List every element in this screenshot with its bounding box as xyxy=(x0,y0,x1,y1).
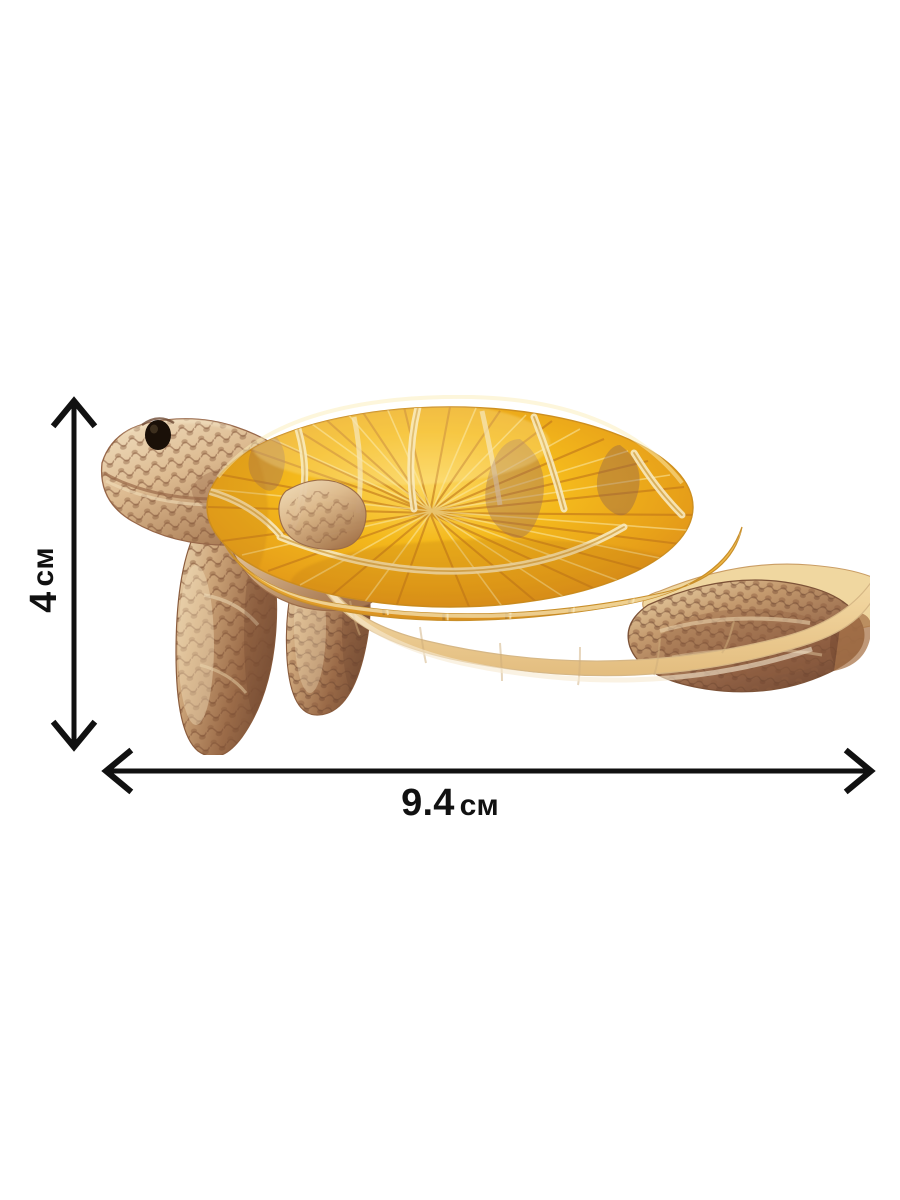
vertical-dimension-label: 4 см xyxy=(0,547,104,613)
carapace-shell xyxy=(206,395,694,608)
sea-turtle-figurine-image xyxy=(100,395,870,755)
shoulder-joint xyxy=(278,479,367,551)
vertical-dimension-value: 4 xyxy=(22,591,65,613)
vertical-dimension-unit: см xyxy=(27,547,60,587)
horizontal-dimension-unit: см xyxy=(459,789,499,822)
horizontal-dimension-label: 9.4 см xyxy=(0,782,900,825)
eye xyxy=(145,420,171,450)
horizontal-dimension-value: 9.4 xyxy=(401,782,455,824)
